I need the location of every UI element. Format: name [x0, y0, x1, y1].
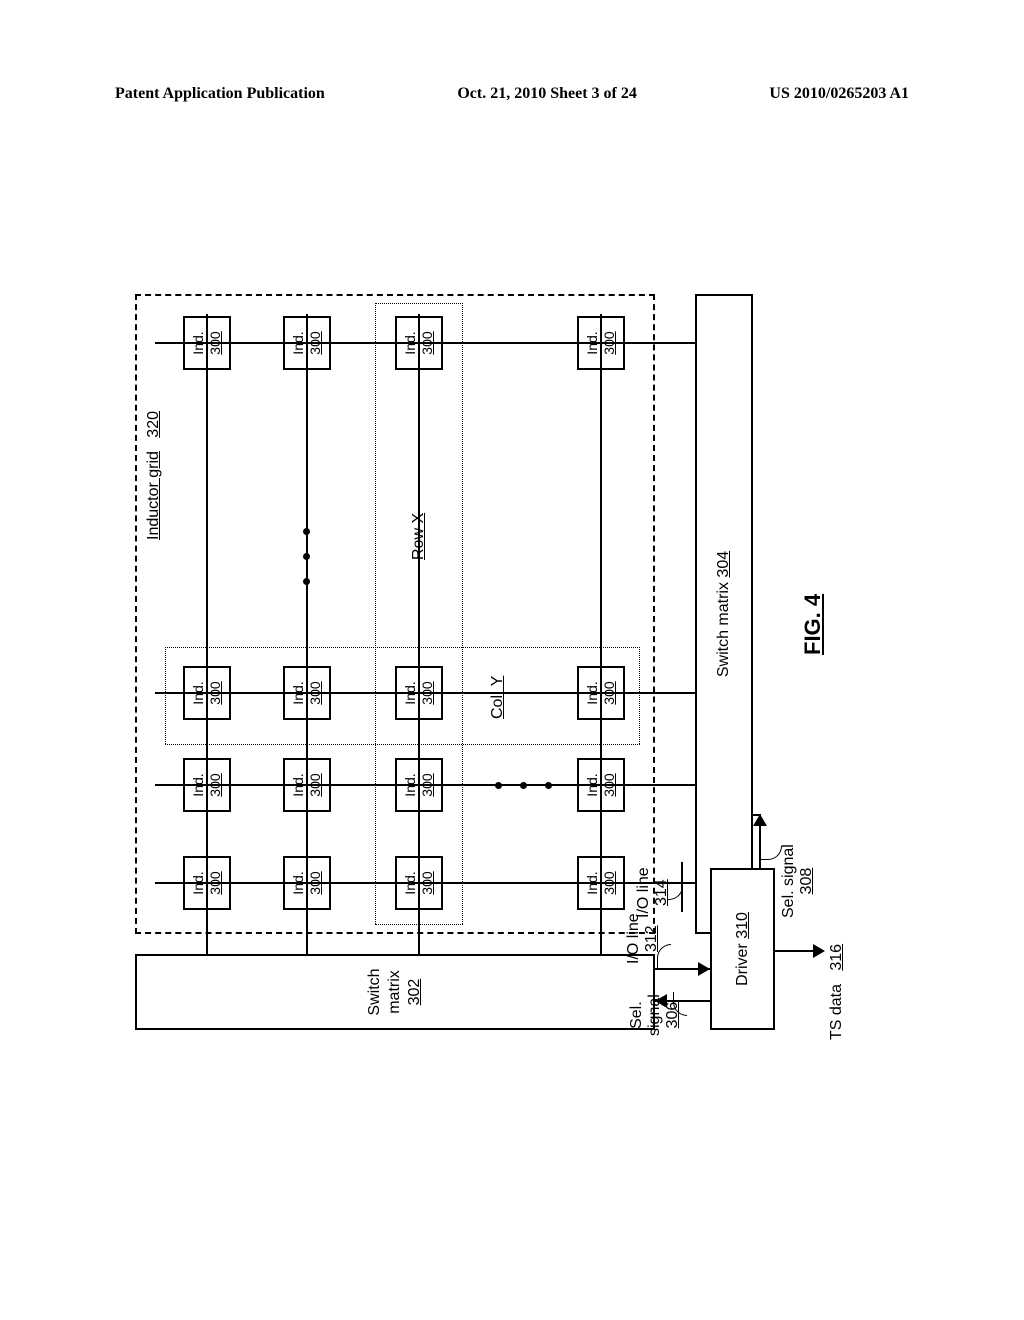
ellipsis-dot [520, 782, 527, 789]
header-center: Oct. 21, 2010 Sheet 3 of 24 [457, 85, 637, 103]
sel-signal-308-label: Sel. signal 308 [780, 844, 816, 918]
switch-matrix-bottom-label: Switch matrix [714, 582, 734, 677]
ellipsis-dot [545, 782, 552, 789]
ellipsis-dot [303, 553, 310, 560]
inductor-grid-outline [135, 294, 655, 934]
io-line-314-label: I/O line 314 [635, 867, 671, 918]
switch-matrix-bottom-num: 304 [714, 551, 734, 578]
row-line [306, 314, 308, 954]
io-line-312-label: I/O line 312 [625, 913, 661, 964]
header-right: US 2010/0265203 A1 [769, 85, 909, 103]
driver-num: 310 [733, 912, 753, 939]
sel-signal-308-conn [753, 814, 761, 816]
ts-data-arrow [813, 944, 825, 958]
switch-matrix-left-label: Switch [365, 968, 385, 1015]
col-line [155, 784, 695, 786]
col-line [155, 342, 695, 344]
col-line [155, 882, 695, 884]
sel-signal-308-leader [760, 846, 782, 860]
ts-data-line [775, 950, 815, 952]
ts-data-label: TS data 316 [828, 944, 846, 1040]
ellipsis-dot [303, 528, 310, 535]
row-line [418, 314, 420, 954]
driver-box: Driver 310 [710, 868, 775, 1030]
inductor-grid-label: Inductor grid 320 [145, 411, 163, 540]
switch-matrix-bottom: Switch matrix 304 [695, 294, 753, 934]
io-line-312-arrow [698, 962, 710, 976]
ellipsis-dot [303, 578, 310, 585]
header-left: Patent Application Publication [115, 85, 325, 103]
ellipsis-dot [495, 782, 502, 789]
driver-label: Driver [733, 943, 753, 986]
switch-matrix-left-label2: matrix [385, 970, 405, 1014]
figure-4: Switch matrix 302 Switch matrix 304 Driv… [135, 290, 905, 1030]
col-line [155, 692, 695, 694]
switch-matrix-left-num: 302 [405, 979, 425, 1006]
figure-caption: FIG. 4 [800, 594, 826, 655]
col-y-label: Col. Y [489, 676, 507, 719]
switch-matrix-left: Switch matrix 302 [135, 954, 655, 1030]
row-line [206, 314, 208, 954]
row-line [600, 314, 602, 954]
